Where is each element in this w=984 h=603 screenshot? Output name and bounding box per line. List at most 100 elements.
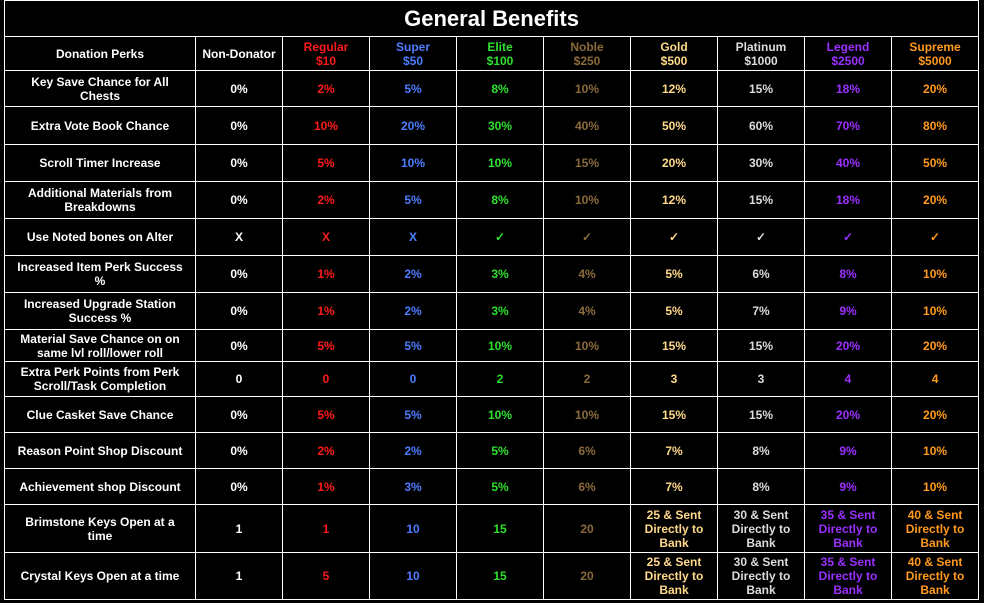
tier-price: $50 — [402, 53, 424, 68]
value-text: 50% — [923, 156, 948, 170]
tier-name: Noble — [570, 39, 604, 54]
perk-row: Reason Point Shop Discount 0% 2% 2% 5% 6% 7% 8%… — [4, 432, 980, 469]
value-text: 1% — [317, 479, 335, 494]
perk-value: 1% — [282, 255, 370, 293]
value-text: 6% — [578, 443, 596, 458]
perk-value: 1 — [195, 552, 283, 600]
tier-price: $1000 — [744, 53, 778, 68]
perk-name: Reason Point Shop Discount — [4, 432, 196, 469]
perk-value: 5% — [369, 70, 457, 107]
perk-name: Achievement shop Discount — [4, 468, 196, 505]
value-text: 0% — [230, 193, 248, 207]
perk-value: 7% — [717, 292, 805, 330]
value-text: 40% — [835, 156, 861, 170]
perk-name: Clue Casket Save Chance — [4, 396, 196, 433]
perk-value: 10% — [456, 396, 544, 433]
tier-price: $100 — [486, 53, 514, 68]
value-text: 2% — [404, 443, 422, 458]
perk-name: Brimstone Keys Open at a time — [4, 504, 196, 553]
value-text: 1 — [235, 569, 243, 583]
perk-value: 2 — [543, 361, 631, 397]
perk-value: 0% — [195, 468, 283, 505]
value-text: 10% — [487, 338, 513, 353]
header-tier: Supreme $5000 — [890, 36, 980, 71]
tier-name: Platinum — [735, 39, 787, 54]
perk-value: 3% — [369, 468, 457, 505]
perk-value: 5% — [369, 329, 457, 362]
value-text: 1% — [317, 267, 335, 281]
perk-value: 8% — [456, 181, 544, 219]
value-text: 0% — [230, 479, 248, 494]
perk-value: 10% — [456, 329, 544, 362]
perk-value: 0 — [195, 361, 283, 397]
perk-row: Crystal Keys Open at a time 1 5 10 15 20 25 & … — [4, 552, 980, 600]
tier-name: Legend — [826, 39, 870, 54]
perk-value: ✓ — [804, 218, 892, 256]
value-text: 10% — [487, 156, 513, 170]
perk-value: 2 — [456, 361, 544, 397]
value-text: 10% — [487, 407, 513, 422]
value-text: 2% — [404, 267, 422, 281]
perk-value: 4 — [890, 361, 980, 397]
value-text: 40 & Sent Directly to Bank — [905, 555, 965, 597]
perk-value: X — [195, 218, 283, 256]
perk-value: 30% — [456, 106, 544, 145]
value-text: X — [234, 230, 243, 244]
perk-value: 1 — [282, 504, 370, 553]
tier-price: $10 — [315, 53, 337, 68]
perk-value: 20% — [630, 144, 718, 182]
perk-value: 18% — [804, 70, 892, 107]
perk-value: 40% — [804, 144, 892, 182]
perk-row: Increased Upgrade Station Success % 0% 1% 2… — [4, 292, 980, 330]
value-text: X — [408, 230, 417, 244]
value-text: 5% — [317, 338, 335, 353]
value-text: 5% — [317, 407, 335, 422]
perk-value: 35 & Sent Directly to Bank — [804, 552, 892, 600]
perk-name: Extra Vote Book Chance — [4, 106, 196, 145]
perk-value: 9% — [804, 292, 892, 330]
value-text: 30 & Sent Directly to Bank — [731, 507, 791, 550]
value-text: 25 & Sent Directly to Bank — [644, 507, 704, 550]
value-text: 0 — [322, 372, 330, 386]
perk-value: 20% — [890, 396, 980, 433]
perk-value: 1 — [195, 504, 283, 553]
value-text: 2% — [317, 81, 335, 96]
tier-name: Gold — [660, 39, 688, 54]
value-text: 10% — [923, 267, 948, 281]
perk-value: ✓ — [890, 218, 980, 256]
value-text: 5 — [322, 569, 330, 583]
value-text: 9% — [839, 443, 857, 458]
value-text: 10% — [923, 443, 948, 458]
value-text: 15 — [493, 569, 507, 583]
value-text: 15% — [574, 156, 600, 170]
perk-value: 20 — [543, 504, 631, 553]
value-text: 0 — [409, 372, 417, 386]
perk-value: 20% — [890, 181, 980, 219]
perk-row: Additional Materials from Breakdowns 0% 2%… — [4, 181, 980, 219]
tier-price: $500 — [660, 53, 688, 68]
value-text: 10% — [400, 156, 426, 170]
value-text: 15% — [748, 338, 774, 353]
perk-value: 8% — [804, 255, 892, 293]
value-text: 1 — [322, 521, 330, 536]
perk-value: 7% — [630, 432, 718, 469]
perk-value: 8% — [717, 468, 805, 505]
perk-value: 5 — [282, 552, 370, 600]
perk-value: 5% — [282, 396, 370, 433]
value-text: 0% — [230, 118, 248, 133]
perk-value: 20% — [804, 329, 892, 362]
value-text: 10% — [574, 338, 600, 353]
value-text: 50% — [661, 118, 687, 133]
value-text: ✓ — [842, 230, 854, 244]
perk-value: ✓ — [456, 218, 544, 256]
perk-value: 0% — [195, 181, 283, 219]
value-text: 30% — [748, 156, 774, 170]
perk-value: 0% — [195, 432, 283, 469]
perk-value: 10% — [543, 396, 631, 433]
value-text: ✓ — [755, 230, 767, 244]
value-text: 40 & Sent Directly to Bank — [905, 507, 965, 550]
perk-value: 5% — [630, 255, 718, 293]
value-text: 8% — [491, 81, 509, 96]
perk-value: 1% — [282, 292, 370, 330]
value-text: 35 & Sent Directly to Bank — [818, 507, 878, 550]
